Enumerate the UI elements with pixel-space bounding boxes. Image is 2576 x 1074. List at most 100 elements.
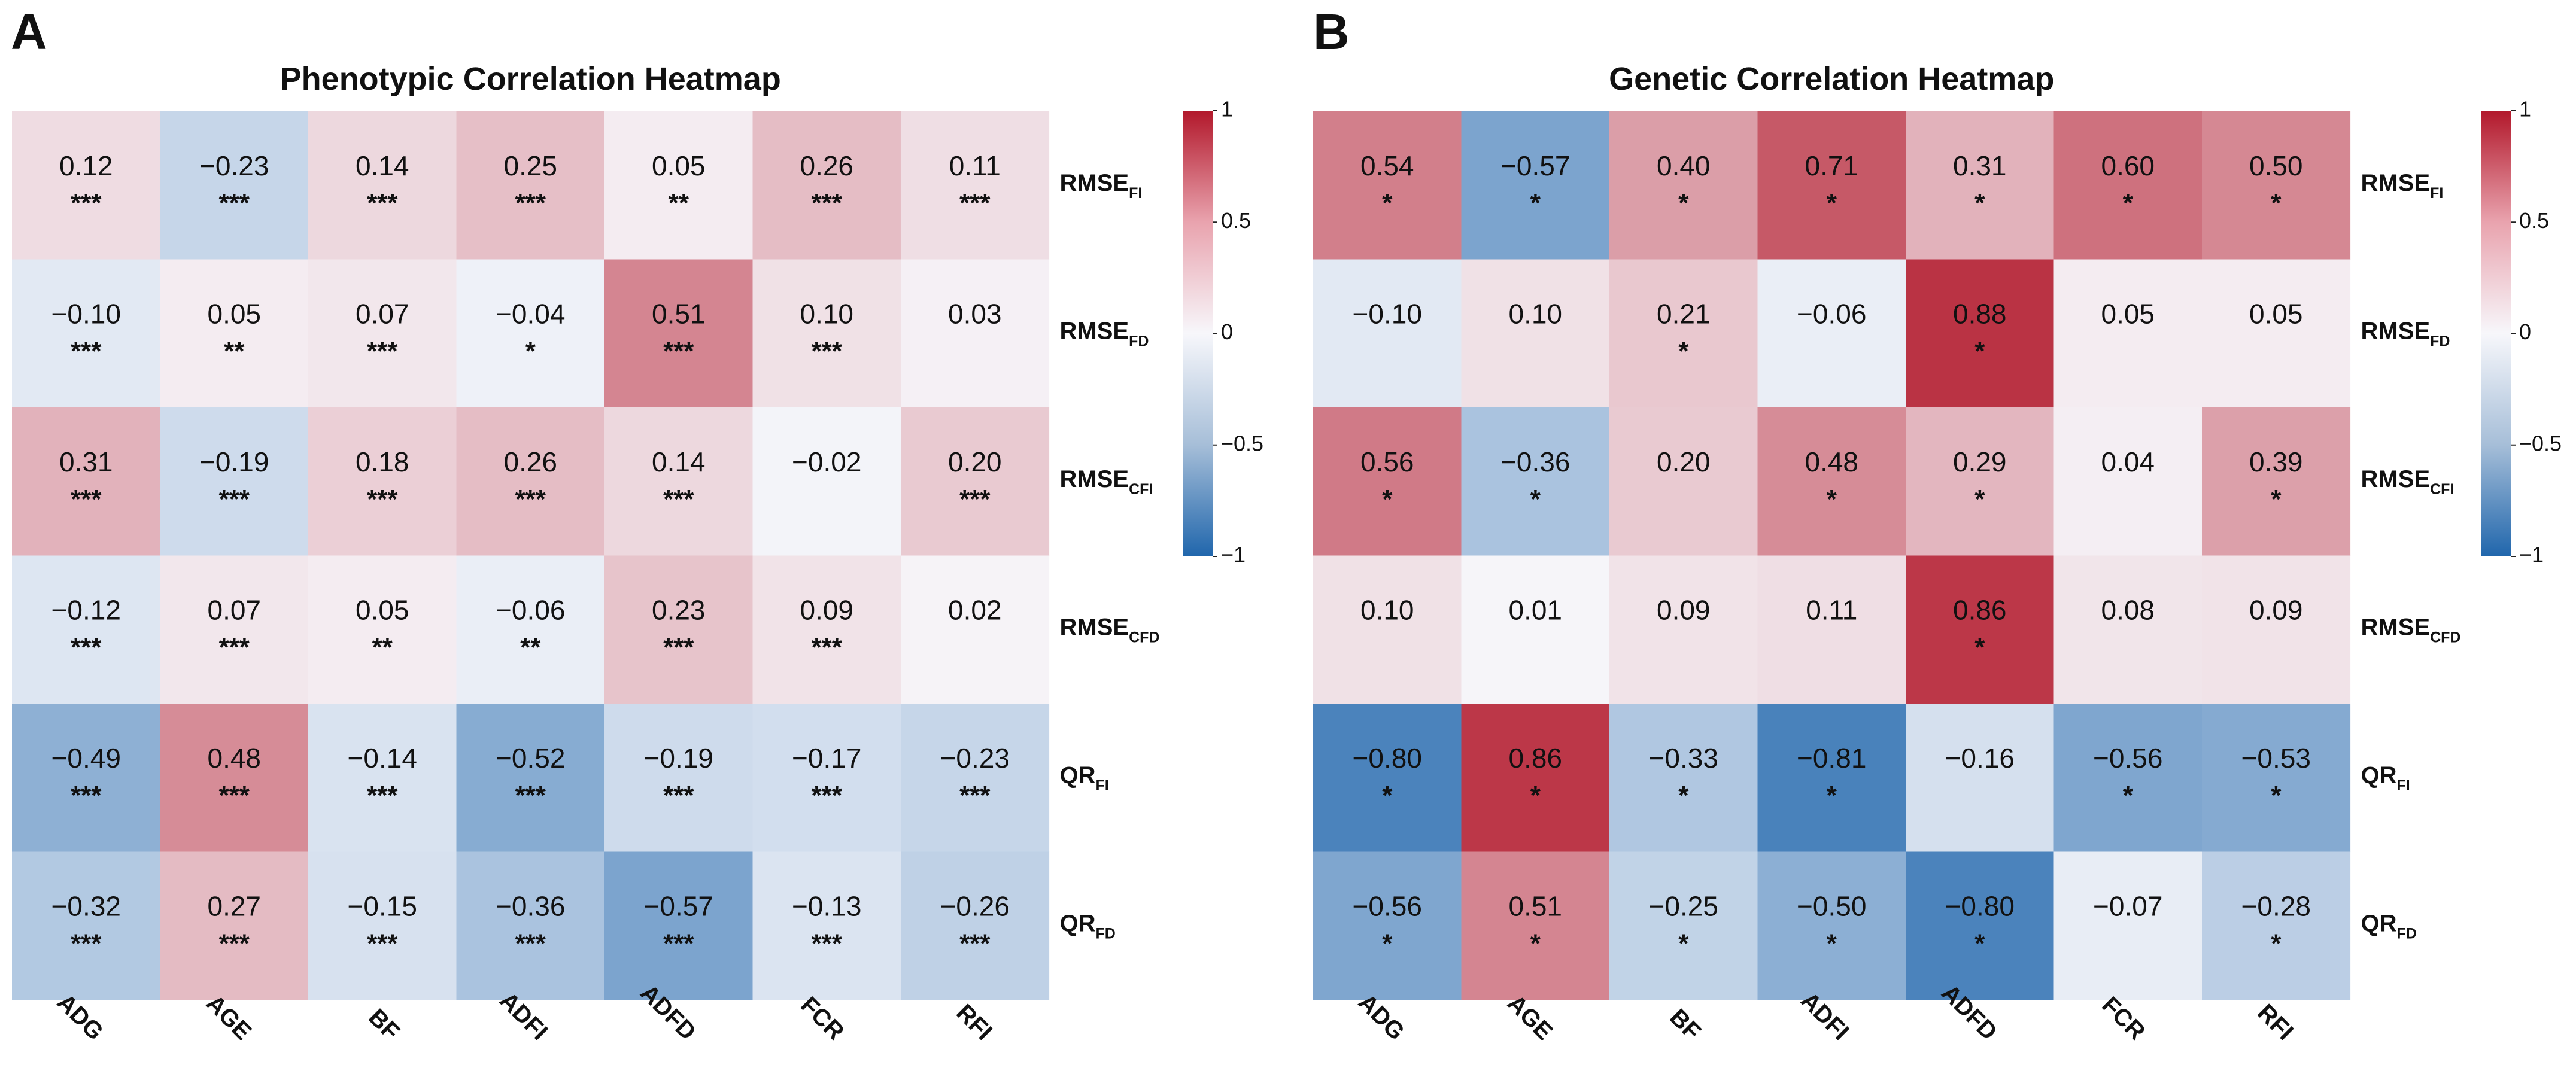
cell-value-label: 0.14: [652, 446, 706, 477]
heatmap-cell: [308, 851, 457, 1000]
heatmap-cell: [456, 407, 605, 556]
cell-value-label: −0.28: [2241, 891, 2311, 922]
cell-value-label: −0.81: [1797, 743, 1866, 774]
cell-value-label: −0.23: [940, 743, 1010, 774]
colorbar-tick-label: −1: [2519, 543, 2544, 567]
cell-significance-label: *: [2123, 781, 2134, 810]
cell-significance-label: ***: [367, 485, 398, 514]
heatmap-cell: [12, 407, 161, 556]
cell-value-label: 0.07: [207, 595, 261, 626]
cell-value-label: 0.05: [2249, 299, 2303, 330]
cell-value-label: 0.51: [652, 299, 706, 330]
heatmap-cell: [308, 407, 457, 556]
panel-label-b: B: [1313, 4, 1350, 60]
cell-significance-label: ***: [959, 485, 991, 514]
cell-significance-label: ***: [71, 781, 102, 810]
heatmap-cell: [901, 407, 1050, 556]
cell-value-label: 0.02: [948, 595, 1002, 626]
cell-value-label: −0.10: [1353, 299, 1422, 330]
cell-value-label: 0.56: [1360, 446, 1414, 477]
cell-significance-label: ***: [219, 485, 250, 514]
cell-significance-label: *: [1827, 485, 1837, 514]
cell-significance-label: ***: [663, 337, 694, 366]
cell-significance-label: ***: [812, 188, 843, 218]
heatmap-cell: [604, 259, 754, 408]
heatmap-cell: [12, 259, 161, 408]
row-label: RMSEFI: [1060, 170, 1143, 202]
cell-significance-label: *: [1974, 633, 1985, 662]
heatmap-cell: [1906, 704, 2055, 853]
heatmap-cell: [2202, 407, 2351, 556]
heatmap-cell: [2202, 704, 2351, 853]
cell-significance-label: *: [1827, 781, 1837, 810]
cell-value-label: 0.20: [948, 446, 1002, 477]
cell-significance-label: ***: [367, 188, 398, 218]
colorbar-tick-label: 0: [1221, 320, 1233, 344]
heatmap-cell: [901, 555, 1050, 704]
cell-value-label: −0.12: [51, 595, 121, 626]
cell-value-label: 0.26: [503, 446, 557, 477]
cell-value-label: −0.49: [51, 743, 121, 774]
cell-significance-label: ***: [71, 485, 102, 514]
heatmap-cell: [2053, 111, 2203, 260]
heatmap-cell: [1757, 555, 1906, 704]
heatmap-cell: [752, 111, 901, 260]
heatmap-cell: [752, 259, 901, 408]
cell-value-label: 0.10: [1508, 299, 1562, 330]
heatmap-cell: [160, 259, 309, 408]
heatmap-cell: [12, 111, 161, 260]
heatmap-cell: [308, 259, 457, 408]
heatmap-cell: [1461, 259, 1610, 408]
heatmap-cell: [160, 407, 309, 556]
heatmap-cell: [160, 555, 309, 704]
cell-significance-label: ***: [71, 929, 102, 959]
heatmap-cell: [1757, 111, 1906, 260]
heatmap-cell: [604, 851, 754, 1000]
column-label: BF: [1664, 1004, 1706, 1045]
heatmap-cell: [2053, 259, 2203, 408]
heatmap-cell: [160, 704, 309, 853]
heatmap-cell: [2202, 111, 2351, 260]
cell-value-label: 0.86: [1508, 743, 1562, 774]
heatmap-cell: [1906, 407, 2055, 556]
cell-significance-label: *: [1530, 188, 1541, 218]
colorbar-tick-label: 0.5: [1221, 208, 1251, 233]
heatmap-cell: [604, 407, 754, 556]
cell-value-label: −0.07: [2093, 891, 2162, 922]
heatmap-cell: [1461, 407, 1610, 556]
heatmap-cell: [752, 407, 901, 556]
cell-significance-label: *: [1974, 485, 1985, 514]
heatmap-cell: [1609, 555, 1758, 704]
cell-value-label: −0.10: [51, 299, 121, 330]
cell-value-label: 0.14: [356, 150, 409, 181]
cell-significance-label: ***: [812, 633, 843, 662]
colorbar-a: [1183, 111, 1213, 556]
heatmap-cell: [2202, 259, 2351, 408]
cell-value-label: −0.06: [1797, 299, 1866, 330]
cell-significance-label: ***: [515, 188, 546, 218]
heatmap-cell: [160, 851, 309, 1000]
heatmap-cell: [1313, 111, 1462, 260]
panel-label-a: A: [11, 4, 47, 60]
heatmap-cell: [752, 851, 901, 1000]
row-label: RMSECFD: [1060, 614, 1160, 646]
cell-significance-label: *: [1678, 781, 1689, 810]
cell-significance-label: *: [2123, 188, 2134, 218]
heatmap-cell: [456, 704, 605, 853]
cell-significance-label: ***: [959, 188, 991, 218]
cell-value-label: 0.40: [1657, 150, 1711, 181]
cell-significance-label: ***: [515, 929, 546, 959]
cell-significance-label: *: [2271, 781, 2282, 810]
heatmap-cell: [1906, 111, 2055, 260]
cell-significance-label: ***: [71, 633, 102, 662]
row-label: RMSECFD: [2361, 614, 2461, 646]
cell-significance-label: *: [2271, 188, 2282, 218]
heatmap-cell: [604, 111, 754, 260]
cell-value-label: −0.32: [51, 891, 121, 922]
cell-value-label: −0.02: [792, 446, 861, 477]
row-label: QRFD: [2361, 911, 2417, 942]
cell-value-label: −0.16: [1945, 743, 2015, 774]
heatmap-cell: [1906, 259, 2055, 408]
cell-significance-label: *: [1382, 485, 1393, 514]
